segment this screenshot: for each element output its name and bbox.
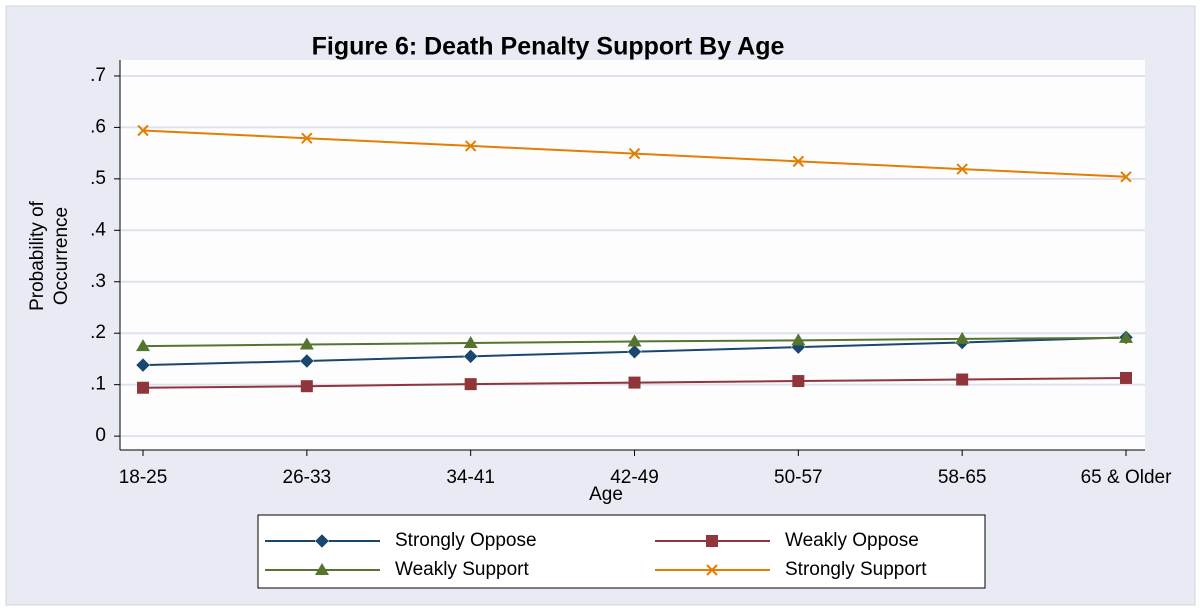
y-tick-label: .5 <box>90 168 106 189</box>
marker <box>628 376 641 389</box>
legend-label: Weakly Support <box>395 559 529 580</box>
y-tick-label: .3 <box>90 271 106 292</box>
marker <box>135 357 151 373</box>
marker <box>627 344 642 360</box>
legend-marker <box>706 564 718 576</box>
marker <box>1120 171 1132 183</box>
legend-label: Strongly Support <box>785 559 927 580</box>
marker <box>956 373 969 386</box>
y-tick-label: .1 <box>90 374 106 395</box>
legend-label: Weakly Oppose <box>785 530 919 551</box>
y-axis-label: Probability of <box>27 200 48 311</box>
x-tick-label: 26-33 <box>283 467 332 488</box>
marker <box>792 375 805 388</box>
legend-marker <box>315 563 329 575</box>
x-tick-label: 42-49 <box>610 467 659 488</box>
marker <box>136 339 150 352</box>
marker <box>463 335 478 348</box>
marker <box>463 349 479 364</box>
y-tick-label: .6 <box>90 116 106 137</box>
chart-title: Figure 6: Death Penalty Support By Age <box>312 33 785 61</box>
marker <box>1120 371 1132 384</box>
x-tick-label: 65 & Older <box>1081 467 1172 488</box>
legend-marker <box>706 535 718 547</box>
marker <box>299 353 315 369</box>
marker <box>628 147 641 160</box>
marker <box>300 380 313 393</box>
x-tick-label: 34-41 <box>446 467 495 488</box>
marker <box>1119 330 1133 343</box>
y-tick-label: .4 <box>90 219 106 240</box>
marker <box>464 140 477 152</box>
legend-label: Strongly Oppose <box>395 530 537 551</box>
x-tick-label: 18-25 <box>119 467 168 488</box>
x-axis-label: Age <box>589 484 623 505</box>
marker <box>299 337 314 350</box>
marker <box>464 378 477 391</box>
plot-background <box>120 60 1145 450</box>
marker <box>791 333 806 346</box>
marker <box>301 132 313 144</box>
y-axis-label: Occurrence <box>51 207 72 305</box>
x-tick-label: 50-57 <box>774 467 823 488</box>
x-tick-label: 58-65 <box>938 467 987 488</box>
marker <box>956 163 968 175</box>
y-tick-label: 0 <box>95 425 106 446</box>
marker <box>627 334 642 347</box>
marker <box>137 381 149 394</box>
y-tick-label: .2 <box>90 322 106 343</box>
legend-box <box>257 514 986 589</box>
marker <box>792 155 805 168</box>
marker <box>137 124 149 137</box>
legend-marker <box>314 533 330 549</box>
marker <box>955 331 970 344</box>
y-tick-label: .7 <box>90 65 106 86</box>
